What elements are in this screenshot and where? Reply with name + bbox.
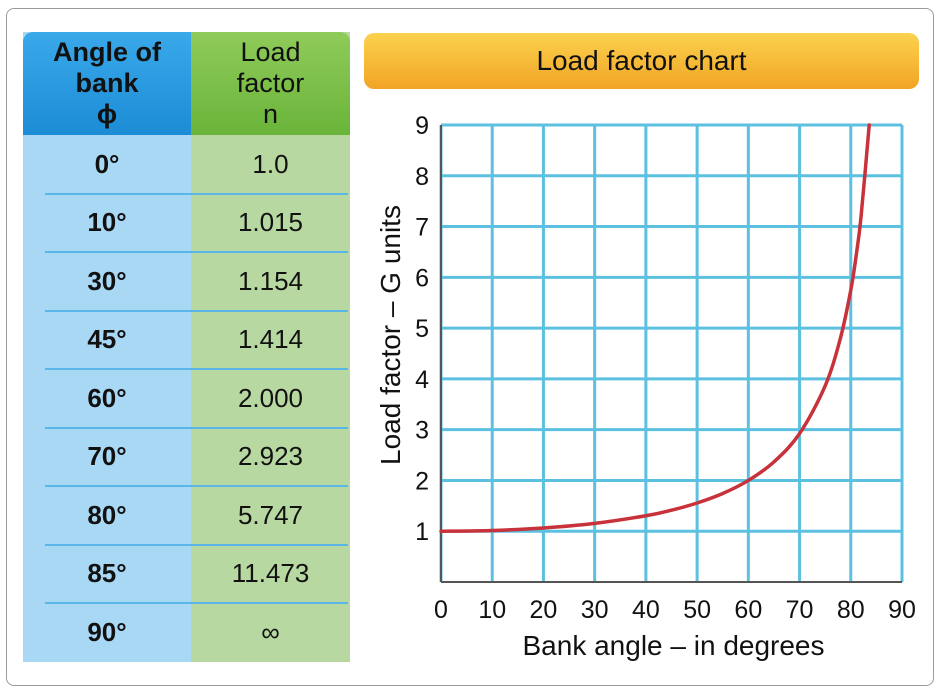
y-tick-label: 8 [415,163,429,191]
angle-cell: 30° [87,265,127,296]
x-tick-label: 10 [478,596,506,624]
table-row: 60° 2.000 [23,369,350,428]
angle-header-line-1: Angle of [53,37,161,67]
load-factor-cell: 1.154 [237,265,304,296]
load-factor-cell: 5.747 [237,499,304,530]
table-row: 10° 1.015 [23,194,350,253]
load-factor-cell: 2.000 [237,382,304,413]
table-row: 70° 2.923 [23,428,350,487]
load-header-symbol: n [262,99,279,129]
row-divider [45,485,348,487]
angle-cell: 80° [87,499,127,530]
row-divider [45,426,348,429]
row-divider [45,309,348,312]
angle-cell: 60° [87,382,127,413]
y-tick-label: 1 [415,518,429,546]
x-tick-label: 70 [786,596,814,624]
load-factor-cell: 2.923 [237,441,304,472]
y-tick-label: 7 [415,214,429,242]
x-tick-label: 20 [530,596,558,624]
table-row: 45° 1.414 [23,311,350,370]
x-tick-label: 80 [837,596,865,624]
row-divider [45,602,348,604]
row-divider [45,543,348,546]
angle-header: Angle of bank ɸ [23,32,191,135]
x-tick-label: 30 [581,596,609,624]
row-divider [45,192,348,195]
load-factor-table: Angle of bank ɸ Load factor n 0° 1.0 10° 1.… [23,32,350,662]
angle-header-line-2: bank [75,68,139,98]
load-factor-cell: ∞ [261,616,280,647]
load-factor-curve [439,123,871,533]
chart-title: Load factor chart [364,33,919,89]
row-divider [45,251,348,253]
load-header-line-2: factor [236,68,305,98]
angle-cell: 85° [87,558,127,589]
x-axis-label: Bank angle – in degrees [523,630,825,661]
angle-header-symbol: ɸ [96,99,118,129]
load-header: Load factor n [191,32,350,135]
y-tick-label: 5 [415,315,429,343]
load-factor-column [191,32,350,662]
table-row: 80° 5.747 [23,486,350,545]
x-tick-label: 40 [632,596,660,624]
row-divider [45,368,348,370]
load-header-line-1: Load [240,37,301,67]
angle-cell: 0° [94,148,120,179]
table-row: 0° 1.0 [23,135,350,194]
x-tick-label: 0 [434,596,448,624]
table-row: 30° 1.154 [23,252,350,311]
angle-cell: 10° [87,207,127,238]
y-tick-label: 4 [415,366,429,394]
angle-cell: 90° [87,616,127,647]
y-tick-label: 9 [415,112,429,140]
y-tick-label: 3 [415,417,429,445]
y-axis-label: Load factor – G units [375,205,406,465]
load-factor-cell: 1.0 [252,148,289,179]
y-tick-label: 6 [415,264,429,292]
angle-column [23,32,191,662]
y-tick-label: 2 [415,467,429,495]
angle-cell: 70° [87,441,127,472]
load-factor-cell: 11.473 [231,558,310,589]
x-tick-label: 60 [734,596,762,624]
x-tick-label: 50 [683,596,711,624]
table-row: 85° 11.473 [23,545,350,604]
angle-cell: 45° [87,324,127,355]
load-factor-cell: 1.414 [237,324,304,355]
table-row: 90° ∞ [23,603,350,662]
load-factor-cell: 1.015 [237,207,304,238]
x-tick-label: 90 [888,596,916,624]
